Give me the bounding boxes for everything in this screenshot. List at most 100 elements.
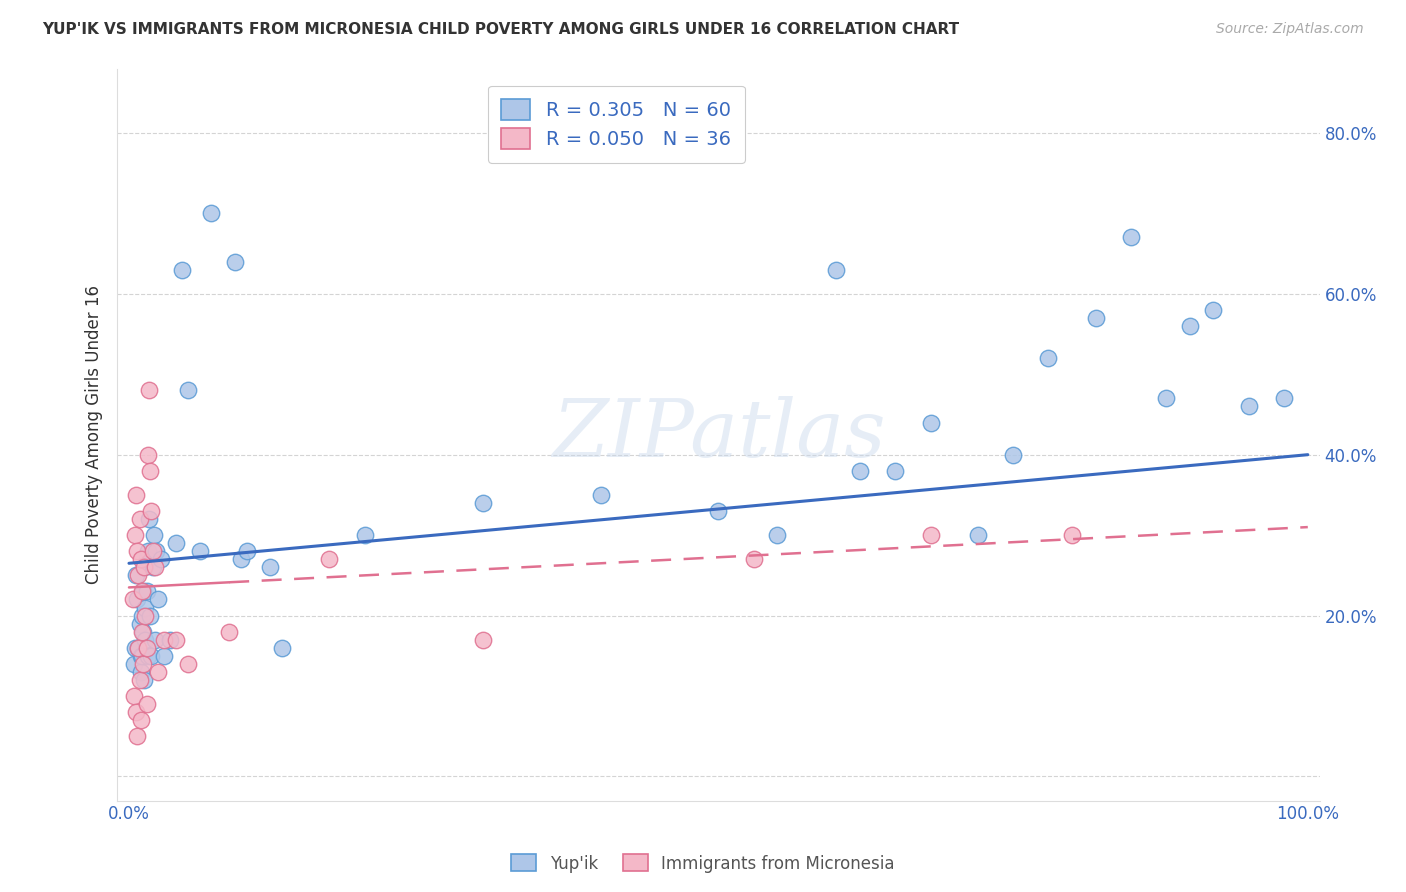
Point bbox=[122, 689, 145, 703]
Point bbox=[139, 608, 162, 623]
Point bbox=[353, 528, 375, 542]
Point bbox=[136, 648, 159, 663]
Point bbox=[920, 528, 942, 542]
Point bbox=[136, 448, 159, 462]
Point bbox=[136, 544, 159, 558]
Y-axis label: Child Poverty Among Girls Under 16: Child Poverty Among Girls Under 16 bbox=[86, 285, 103, 584]
Point bbox=[236, 544, 259, 558]
Point bbox=[131, 624, 153, 639]
Point bbox=[127, 592, 149, 607]
Point bbox=[139, 464, 162, 478]
Point bbox=[135, 697, 157, 711]
Point bbox=[966, 528, 988, 542]
Point bbox=[1084, 310, 1107, 325]
Point bbox=[224, 254, 246, 268]
Point bbox=[129, 648, 152, 663]
Point bbox=[131, 584, 153, 599]
Point bbox=[177, 657, 200, 671]
Point bbox=[170, 262, 193, 277]
Point bbox=[589, 488, 612, 502]
Point bbox=[128, 616, 150, 631]
Point bbox=[131, 648, 153, 663]
Point bbox=[135, 640, 157, 655]
Point bbox=[218, 624, 240, 639]
Point bbox=[138, 512, 160, 526]
Point bbox=[165, 632, 187, 647]
Point bbox=[142, 528, 165, 542]
Point bbox=[132, 657, 155, 671]
Point bbox=[229, 552, 252, 566]
Point bbox=[142, 544, 165, 558]
Point bbox=[127, 640, 149, 655]
Point bbox=[159, 632, 181, 647]
Point bbox=[1237, 400, 1260, 414]
Text: ZIPatlas: ZIPatlas bbox=[551, 396, 886, 474]
Point bbox=[145, 544, 167, 558]
Point bbox=[127, 729, 149, 743]
Point bbox=[188, 544, 211, 558]
Point bbox=[134, 600, 156, 615]
Point bbox=[141, 504, 163, 518]
Point bbox=[125, 488, 148, 502]
Point bbox=[132, 584, 155, 599]
Point bbox=[121, 592, 143, 607]
Point bbox=[471, 496, 494, 510]
Point bbox=[742, 552, 765, 566]
Point bbox=[153, 632, 176, 647]
Point bbox=[129, 713, 152, 727]
Point bbox=[707, 504, 730, 518]
Point bbox=[165, 536, 187, 550]
Point bbox=[149, 552, 172, 566]
Point bbox=[1202, 302, 1225, 317]
Point bbox=[884, 464, 907, 478]
Point bbox=[143, 560, 166, 574]
Point bbox=[132, 624, 155, 639]
Point bbox=[128, 673, 150, 687]
Point bbox=[135, 584, 157, 599]
Point bbox=[1178, 318, 1201, 333]
Point bbox=[177, 384, 200, 398]
Point bbox=[135, 552, 157, 566]
Point bbox=[131, 608, 153, 623]
Point bbox=[128, 512, 150, 526]
Point bbox=[134, 632, 156, 647]
Point bbox=[148, 665, 170, 679]
Text: Source: ZipAtlas.com: Source: ZipAtlas.com bbox=[1216, 22, 1364, 37]
Point bbox=[825, 262, 848, 277]
Point bbox=[124, 528, 146, 542]
Point bbox=[143, 632, 166, 647]
Point bbox=[318, 552, 340, 566]
Point bbox=[1272, 392, 1295, 406]
Point bbox=[1002, 448, 1025, 462]
Point bbox=[138, 384, 160, 398]
Point bbox=[127, 640, 149, 655]
Point bbox=[142, 560, 165, 574]
Point bbox=[141, 648, 163, 663]
Point bbox=[127, 544, 149, 558]
Point bbox=[129, 552, 152, 566]
Point bbox=[920, 416, 942, 430]
Point bbox=[766, 528, 789, 542]
Point bbox=[125, 568, 148, 582]
Point bbox=[148, 592, 170, 607]
Point bbox=[153, 648, 176, 663]
Point bbox=[259, 560, 281, 574]
Point bbox=[129, 665, 152, 679]
Point bbox=[1119, 230, 1142, 244]
Point bbox=[134, 673, 156, 687]
Legend: Yup'ik, Immigrants from Micronesia: Yup'ik, Immigrants from Micronesia bbox=[505, 847, 901, 880]
Point bbox=[122, 657, 145, 671]
Point bbox=[134, 608, 156, 623]
Point bbox=[200, 206, 222, 220]
Point bbox=[271, 640, 294, 655]
Point bbox=[849, 464, 872, 478]
Point bbox=[1038, 351, 1060, 366]
Point bbox=[125, 705, 148, 719]
Point bbox=[1156, 392, 1178, 406]
Point bbox=[127, 568, 149, 582]
Point bbox=[134, 560, 156, 574]
Point bbox=[124, 640, 146, 655]
Text: YUP'IK VS IMMIGRANTS FROM MICRONESIA CHILD POVERTY AMONG GIRLS UNDER 16 CORRELAT: YUP'IK VS IMMIGRANTS FROM MICRONESIA CHI… bbox=[42, 22, 959, 37]
Point bbox=[1060, 528, 1083, 542]
Point bbox=[134, 560, 156, 574]
